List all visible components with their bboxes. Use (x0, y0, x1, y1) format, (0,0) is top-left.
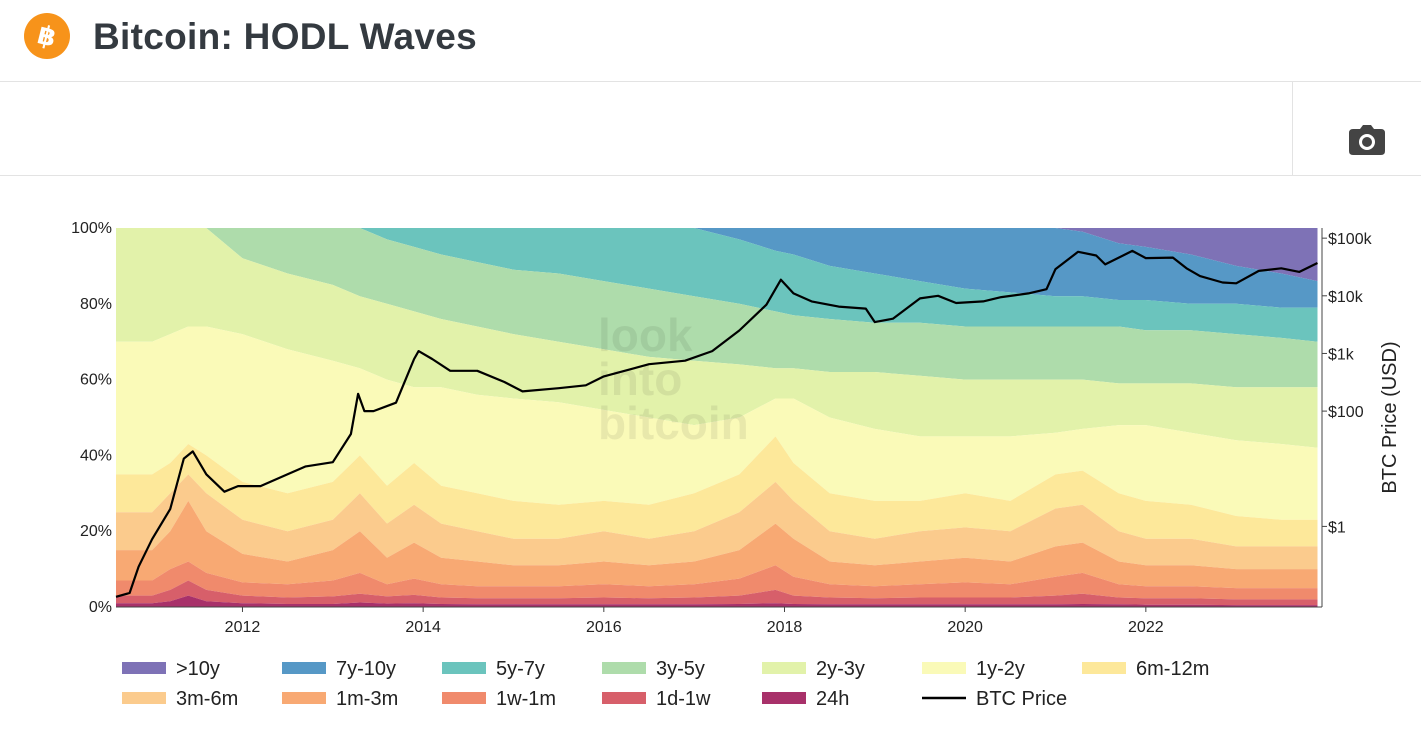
legend-item[interactable]: 6m-12m (1082, 658, 1209, 680)
y-tick-label: 60% (80, 372, 112, 389)
area-1y2y (116, 326, 1318, 520)
y-tick-label: 40% (80, 447, 112, 464)
legend-item[interactable]: 3y-5y (602, 658, 705, 680)
area-layers (116, 228, 1318, 607)
legend-item[interactable]: 5y-7y (442, 658, 545, 680)
legend-swatch (762, 692, 806, 704)
x-tick-label: 2014 (405, 619, 441, 636)
legend-swatch (602, 692, 646, 704)
legend-swatch (282, 692, 326, 704)
y2-tick-label: $1k (1328, 346, 1355, 363)
legend-label: 6m-12m (1136, 658, 1209, 680)
area-3y5y (116, 228, 1318, 388)
y-tick-label: 0% (89, 599, 112, 616)
x-tick-label: 2012 (225, 619, 261, 636)
area-6m12m (116, 436, 1318, 547)
area-5y7y (116, 228, 1318, 342)
y2-tick-label: $1 (1328, 519, 1346, 536)
hodl-waves-chart: look into bitcoin 0% 20% 40% 60% 80% 100% 2012 20… (0, 176, 1421, 733)
chart-toolbar (0, 82, 1421, 176)
area-10y (116, 228, 1318, 282)
legend-label: 3m-6m (176, 688, 238, 710)
legend-swatch (122, 692, 166, 704)
legend-label: BTC Price (976, 688, 1067, 710)
x-tick-label: 2020 (947, 619, 983, 636)
area-7y10y (116, 228, 1318, 308)
legend-item[interactable]: 1m-3m (282, 688, 398, 710)
legend-item[interactable]: 7y-10y (282, 658, 396, 680)
y-tick-label: 100% (71, 220, 112, 237)
btc-price-line (115, 249, 1318, 598)
legend-swatch (122, 662, 166, 674)
x-tick-label: 2016 (586, 619, 622, 636)
chart-legend: >10y 7y-10y 5y-7y 3y-5y 2y-3y 1y-2y 6m-12m 3m-6… (122, 658, 1209, 710)
y2-tick-label: $100k (1328, 231, 1373, 248)
toolbar-divider (1292, 82, 1293, 175)
y-tick-label: 20% (80, 523, 112, 540)
legend-item[interactable]: 24h (762, 688, 849, 710)
y2-tick-label: $100 (1328, 404, 1364, 421)
legend-swatch (1082, 662, 1126, 674)
legend-label: 1y-2y (976, 658, 1025, 680)
legend-item[interactable]: 1d-1w (602, 688, 711, 710)
area-1d1w (116, 580, 1318, 606)
area-2y3y (116, 228, 1318, 448)
y2-tick-label: $10k (1328, 289, 1364, 306)
legend-swatch (762, 662, 806, 674)
legend-swatch (922, 662, 966, 674)
bitcoin-logo-icon: ฿ (24, 13, 70, 59)
camera-icon[interactable] (1349, 125, 1385, 155)
legend-label: 5y-7y (496, 658, 545, 680)
legend-item[interactable]: >10y (122, 658, 220, 680)
legend-swatch (602, 662, 646, 674)
legend-swatch (442, 662, 486, 674)
y-tick-label: 80% (80, 296, 112, 313)
x-tick-label: 2022 (1128, 619, 1164, 636)
legend-item[interactable]: BTC Price (922, 688, 1067, 710)
legend-swatch (442, 692, 486, 704)
axes: 0% 20% 40% 60% 80% 100% 2012 2014 2016 2018 2020 20… (71, 220, 1401, 636)
legend-label: 2y-3y (816, 658, 865, 680)
area-3m6m (116, 474, 1318, 570)
legend-item[interactable]: 2y-3y (762, 658, 865, 680)
watermark-word: bitcoin (598, 397, 749, 449)
legend-label: >10y (176, 658, 220, 680)
legend-label: 3y-5y (656, 658, 705, 680)
x-tick-label: 2018 (767, 619, 803, 636)
area-24h (116, 595, 1318, 607)
legend-label: 1w-1m (496, 688, 556, 710)
y2-axis-title: BTC Price (USD) (1379, 341, 1401, 493)
legend-label: 1m-3m (336, 688, 398, 710)
legend-item[interactable]: 1y-2y (922, 658, 1025, 680)
legend-label: 7y-10y (336, 658, 396, 680)
legend-item[interactable]: 3m-6m (122, 688, 238, 710)
legend-swatch (282, 662, 326, 674)
page-header: ฿ Bitcoin: HODL Waves (0, 0, 1421, 82)
page-title: Bitcoin: HODL Waves (93, 16, 477, 57)
legend-label: 1d-1w (656, 688, 711, 710)
area-1w1m (116, 561, 1318, 600)
watermark-word: look (598, 309, 693, 361)
legend-label: 24h (816, 688, 849, 710)
price-layer (115, 249, 1318, 598)
legend-item[interactable]: 1w-1m (442, 688, 556, 710)
area-1m3m (116, 500, 1318, 589)
